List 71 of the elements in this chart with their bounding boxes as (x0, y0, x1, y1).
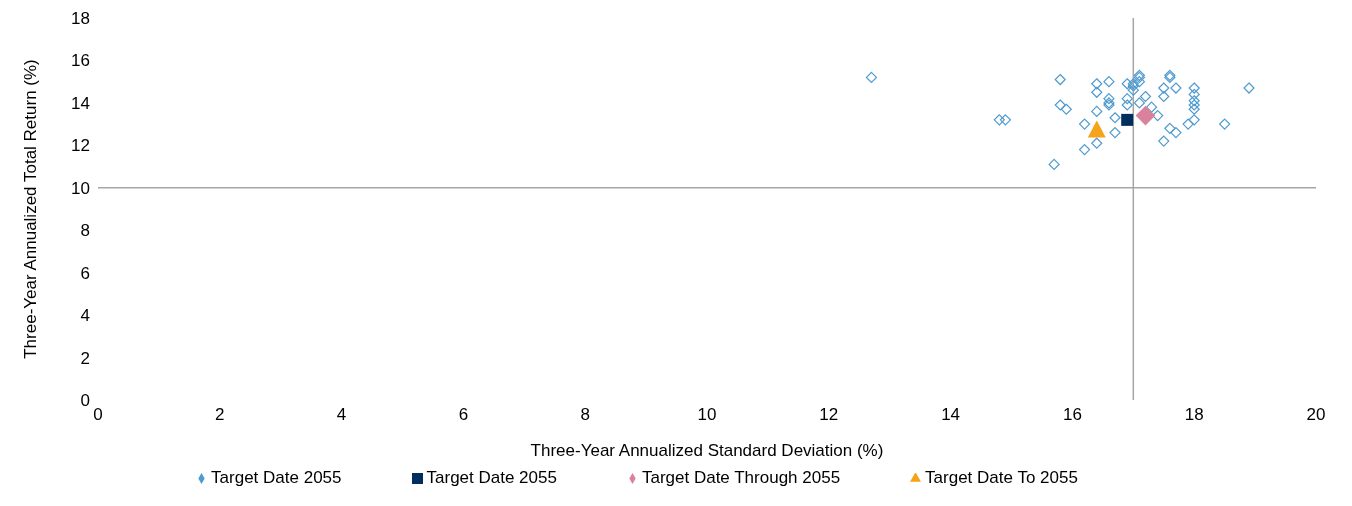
legend-label: Target Date 2055 (426, 468, 557, 487)
y-axis-title: Three-Year Annualized Total Return (%) (21, 59, 41, 359)
point (1103, 76, 1115, 88)
point (1152, 110, 1164, 122)
point (1188, 103, 1200, 115)
point (1158, 135, 1170, 147)
point (1158, 90, 1170, 103)
x-axis-title: Three-Year Annualized Standard Deviation (%) (530, 441, 884, 460)
x-tick-label: 12 (819, 405, 839, 425)
point (999, 114, 1012, 126)
point (1170, 127, 1182, 139)
point (1133, 76, 1145, 88)
point (1188, 88, 1200, 100)
point (1121, 99, 1133, 111)
y-tick-label: 6 (80, 263, 90, 283)
x-tick-label: 4 (336, 405, 347, 425)
y-tick-label: 0 (80, 391, 90, 411)
x-tick-label: 20 (1306, 405, 1326, 425)
point (1078, 143, 1091, 156)
y-tick-label: 12 (71, 136, 90, 156)
point (1091, 86, 1103, 98)
legend-label: Target Date Through 2055 (641, 468, 841, 487)
point (993, 114, 1005, 126)
y-tick-label: 8 (80, 221, 90, 241)
y-tick-label: 2 (80, 348, 90, 368)
point (1054, 99, 1066, 111)
y-tick-label: 4 (80, 306, 90, 326)
point (1145, 101, 1158, 113)
point (1133, 97, 1145, 109)
point (1109, 127, 1121, 139)
x-tick-label: 10 (697, 405, 717, 425)
point (1188, 99, 1200, 111)
point (1170, 82, 1182, 94)
y-tick-label: 18 (71, 9, 90, 29)
x-tick-label: 14 (941, 405, 961, 425)
point (1164, 122, 1176, 134)
point (1139, 90, 1152, 103)
point (1087, 120, 1106, 138)
y-tick-label: 14 (71, 93, 90, 113)
point (1127, 84, 1139, 96)
x-tick-label: 6 (458, 405, 469, 425)
point (1091, 105, 1103, 117)
point (1135, 106, 1156, 126)
point (1188, 95, 1200, 107)
point (1103, 93, 1115, 105)
point (1048, 158, 1060, 171)
x-tick-label: 2 (215, 405, 225, 425)
y-tick-label: 10 (71, 178, 90, 198)
point (1182, 118, 1194, 130)
point (865, 71, 878, 84)
point (1243, 82, 1255, 94)
x-tick-label: 8 (580, 405, 590, 425)
point (1121, 93, 1133, 105)
legend-label: Target Date To 2055 (925, 468, 1078, 487)
point (1188, 82, 1200, 94)
point (1121, 113, 1134, 126)
point (1054, 73, 1066, 86)
point (1219, 118, 1231, 130)
point (1121, 78, 1133, 90)
point (1188, 114, 1200, 126)
point (1091, 137, 1103, 149)
point (1091, 78, 1103, 90)
point (1158, 82, 1170, 94)
point (1078, 118, 1091, 130)
x-tick-label: 18 (1184, 405, 1204, 425)
point (1060, 103, 1072, 115)
point (1109, 112, 1121, 124)
legend-label: Target Date 2055 (211, 468, 342, 487)
y-tick-label: 16 (71, 51, 90, 71)
x-tick-label: 16 (1062, 405, 1082, 425)
x-tick-label: 0 (93, 405, 103, 425)
